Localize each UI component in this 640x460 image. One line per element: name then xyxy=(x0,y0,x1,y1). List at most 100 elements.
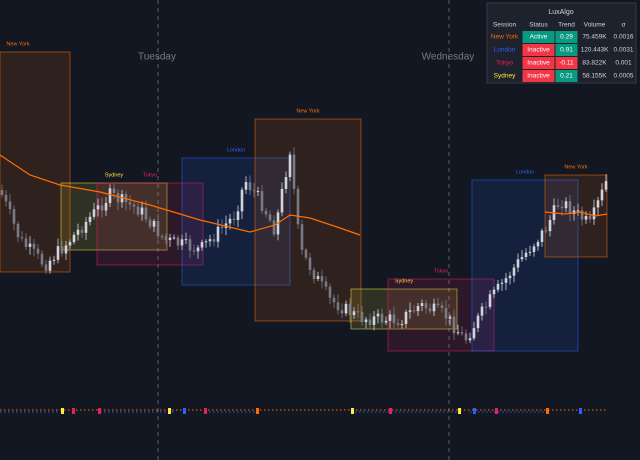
candle-body xyxy=(540,230,544,242)
table-header: Session xyxy=(493,22,517,29)
candle-body xyxy=(304,249,308,258)
day-label: Wednesday xyxy=(422,52,475,63)
candle-body xyxy=(340,310,344,314)
candle-body xyxy=(148,219,152,227)
table-cell: 83.822K xyxy=(582,60,607,67)
timeline-marker xyxy=(204,408,207,414)
session-box xyxy=(471,179,579,352)
candle-body xyxy=(292,154,296,189)
candle-body xyxy=(380,313,384,323)
candle-body xyxy=(412,310,416,312)
table-header: Trend xyxy=(558,22,575,29)
session-label: New York xyxy=(6,41,29,47)
candle-body xyxy=(176,237,180,246)
candle-body xyxy=(384,320,388,323)
table-cell: -0.11 xyxy=(559,60,574,67)
candle-body xyxy=(584,215,588,220)
table-cell: Inactive xyxy=(527,73,550,80)
session-label: Sydney xyxy=(105,172,124,178)
table-header: σ xyxy=(621,22,625,29)
candle-body xyxy=(84,221,88,233)
candle-body xyxy=(76,229,80,235)
candle-body xyxy=(236,211,240,221)
candle-body xyxy=(64,245,68,254)
table-cell: Active xyxy=(530,34,548,41)
candle-body xyxy=(480,306,484,316)
candle-body xyxy=(192,250,196,252)
candle-body xyxy=(96,205,100,210)
table-cell-bg xyxy=(522,44,555,56)
candle-body xyxy=(44,264,48,271)
candle-body xyxy=(256,191,260,193)
table-cell: 58.155K xyxy=(582,73,607,80)
candle-body xyxy=(144,207,148,220)
candle-body xyxy=(436,303,440,306)
candle-body xyxy=(444,308,448,319)
candle-body xyxy=(100,205,104,211)
table-cell: 0.0005 xyxy=(614,73,634,80)
table-cell: 0.91 xyxy=(560,47,573,54)
candle-body xyxy=(376,313,380,317)
candle-body xyxy=(4,194,8,202)
candle-body xyxy=(420,303,424,306)
candle-body xyxy=(52,259,56,261)
candle-body xyxy=(128,202,132,205)
candle-body xyxy=(556,205,560,207)
candle-body xyxy=(596,200,600,208)
candle-body xyxy=(496,283,500,290)
candle-body xyxy=(112,188,116,194)
candle-body xyxy=(464,333,468,341)
candle-body xyxy=(88,216,92,222)
candle-body xyxy=(500,282,504,284)
candle-body xyxy=(216,226,220,242)
candle-body xyxy=(248,182,252,191)
candle-body xyxy=(512,267,516,276)
candle-body xyxy=(484,306,488,308)
candle-body xyxy=(168,237,172,241)
candle-body xyxy=(348,303,352,316)
candle-body xyxy=(284,177,288,189)
table-cell: 0.001 xyxy=(615,60,632,67)
candle-body xyxy=(40,253,44,265)
candle-body xyxy=(336,302,340,311)
table-cell: 120.443K xyxy=(581,47,609,54)
timeline-marker xyxy=(458,408,461,414)
session-box xyxy=(181,157,291,286)
candle-body xyxy=(580,210,584,220)
session-label: Tokyo xyxy=(143,172,157,178)
candle-body xyxy=(472,328,476,339)
candle-body xyxy=(560,206,564,209)
candle-body xyxy=(448,316,452,319)
candle-body xyxy=(324,281,328,287)
session-timeline xyxy=(0,408,607,414)
candle-body xyxy=(600,189,604,201)
candle-body xyxy=(456,332,460,334)
candle-body xyxy=(80,229,84,233)
candle-body xyxy=(344,303,348,314)
candle-body xyxy=(460,332,464,334)
candle-body xyxy=(164,236,168,241)
candle-body xyxy=(132,204,136,207)
table-cell: New York xyxy=(491,34,519,41)
candle-body xyxy=(264,210,268,215)
timeline-marker xyxy=(168,408,171,414)
candle-body xyxy=(12,209,16,224)
session-label: New York xyxy=(564,164,587,170)
candle-body xyxy=(528,251,532,253)
candle-body xyxy=(16,223,20,238)
candle-body xyxy=(320,276,324,282)
timeline-marker xyxy=(183,408,186,414)
candle-body xyxy=(452,316,456,334)
candle-body xyxy=(272,220,276,235)
candle-body xyxy=(300,224,304,250)
session-average-line xyxy=(0,154,361,236)
candle-body xyxy=(416,305,420,312)
table-cell: Inactive xyxy=(527,60,550,67)
candle-body xyxy=(544,230,548,232)
candle-body xyxy=(548,219,552,232)
candle-body xyxy=(260,191,264,211)
table-cell-bg xyxy=(555,70,578,82)
table-cell-bg xyxy=(522,70,555,82)
candle-body xyxy=(72,234,76,243)
timeline-marker xyxy=(546,408,549,414)
